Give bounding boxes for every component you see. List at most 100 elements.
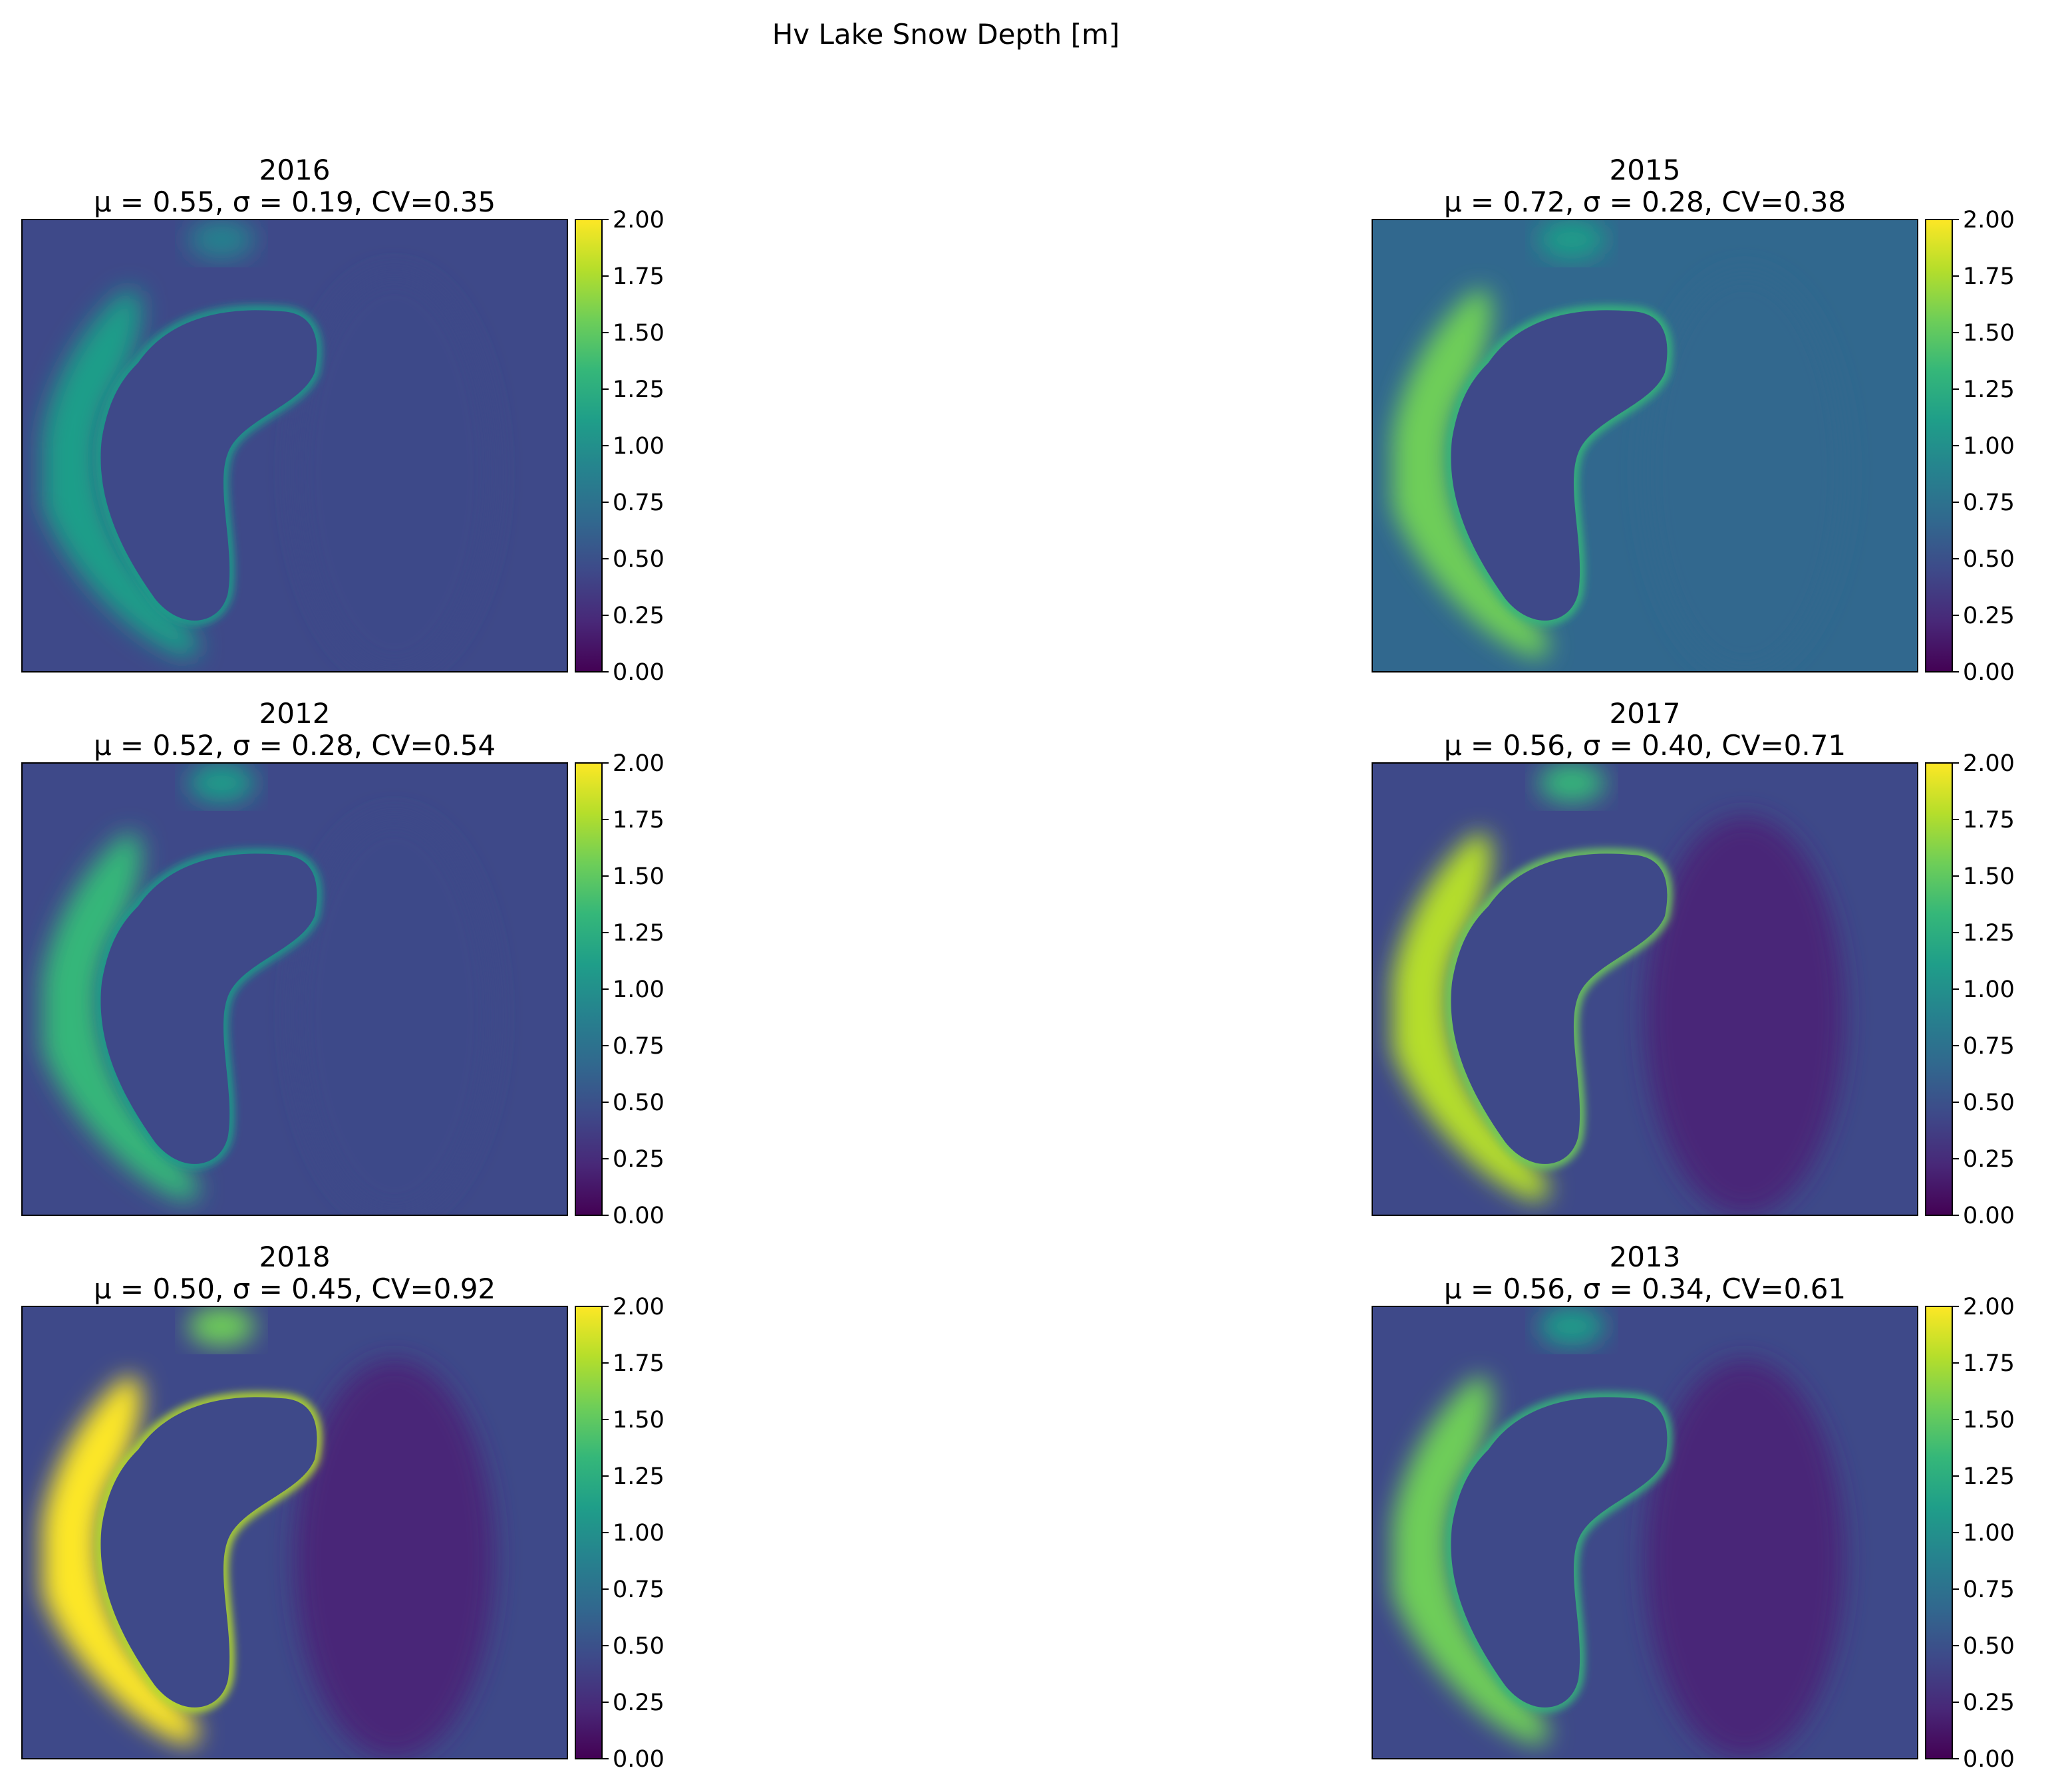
heatmap-north-drift — [1539, 220, 1605, 259]
colorbar-gradient — [1925, 219, 1953, 672]
colorbar-tick-label: 1.00 — [613, 1520, 664, 1547]
panel-year-title: 2012 — [259, 697, 331, 730]
colorbar-tick-label: 1.50 — [613, 1407, 664, 1433]
panel-frame — [21, 219, 568, 672]
colorbar: 0.00 0.25 0.50 0.75 1.00 1.25 1.50 1.75 2.00 — [575, 750, 664, 1229]
colorbar-tick-label: 1.25 — [1963, 376, 2015, 403]
colorbar-tick-label: 0.50 — [1963, 1090, 2015, 1116]
panel-year-title: 2015 — [1610, 154, 1681, 186]
colorbar-tick-label: 2.00 — [613, 750, 664, 777]
colorbar-tick-label: 1.75 — [613, 807, 664, 833]
panel-stats-title: μ = 0.50, σ = 0.45, CV=0.92 — [94, 1272, 496, 1305]
colorbar-tick-label: 1.75 — [613, 263, 664, 290]
colorbar-gradient — [1925, 762, 1953, 1216]
heatmap-lake-interior — [1451, 853, 1668, 1164]
colorbar-tick-label: 1.25 — [613, 1463, 664, 1490]
heatmap-image — [22, 1306, 567, 1759]
heatmap-east-band — [1645, 273, 1844, 672]
colorbar-tick-label: 0.75 — [613, 490, 664, 516]
colorbar-tick-label: 0.00 — [613, 659, 664, 686]
heatmap-north-drift — [188, 1306, 255, 1346]
heatmap-image — [1372, 220, 1918, 672]
colorbar-tick-label: 1.75 — [1963, 263, 2015, 290]
panel-frame — [21, 762, 568, 1216]
colorbar-tick-label: 2.00 — [1963, 750, 2015, 777]
panel-stats-title: μ = 0.56, σ = 0.34, CV=0.61 — [1444, 1272, 1846, 1305]
heatmap-lake-interior — [1451, 1397, 1668, 1708]
heatmap-lake-interior — [100, 1397, 317, 1708]
panel-stats-title: μ = 0.72, σ = 0.28, CV=0.38 — [1444, 186, 1846, 218]
heatmap-east-band — [295, 1360, 494, 1759]
colorbar-tick-label: 1.25 — [613, 920, 664, 947]
colorbar-tick-label: 1.00 — [1963, 1520, 2015, 1547]
colorbar-tick-label: 1.00 — [1963, 976, 2015, 1003]
colorbar: 0.00 0.25 0.50 0.75 1.00 1.25 1.50 1.75 2.00 — [1925, 207, 2015, 686]
colorbar-tick-label: 1.00 — [613, 976, 664, 1003]
colorbar-tick-label: 0.00 — [1963, 1746, 2015, 1773]
heatmap-ridge — [42, 833, 199, 1202]
colorbar-gradient — [1925, 1306, 1953, 1759]
heatmap-lake-interior — [100, 310, 317, 621]
heatmap-east-band — [1645, 1360, 1844, 1759]
colorbar-gradient — [575, 762, 603, 1216]
colorbar-tick-label: 1.25 — [613, 376, 664, 403]
colorbar-tick-label: 0.00 — [1963, 1203, 2015, 1229]
colorbar-tick-label: 0.50 — [1963, 546, 2015, 573]
colorbar: 0.00 0.25 0.50 0.75 1.00 1.25 1.50 1.75 2.00 — [575, 207, 664, 686]
heatmap-image — [1372, 1306, 1918, 1759]
panel-frame — [1372, 762, 1918, 1216]
colorbar-tick-label: 0.50 — [1963, 1633, 2015, 1660]
panel-stats-title: μ = 0.55, σ = 0.19, CV=0.35 — [94, 186, 496, 218]
colorbar-tick-label: 1.50 — [613, 863, 664, 890]
heatmap-ridge — [1392, 833, 1549, 1202]
colorbar-tick-label: 0.75 — [1963, 490, 2015, 516]
colorbar-tick-label: 0.50 — [613, 1633, 664, 1660]
colorbar-tick-label: 0.25 — [1963, 1146, 2015, 1173]
heatmap-ridge — [42, 289, 199, 659]
panel-year-title: 2016 — [259, 154, 331, 186]
panel-stats-title: μ = 0.56, σ = 0.40, CV=0.71 — [1444, 729, 1846, 762]
colorbar-tick-label: 1.50 — [1963, 863, 2015, 890]
panel-year-title: 2017 — [1610, 697, 1681, 730]
colorbar-tick-label: 0.25 — [1963, 603, 2015, 629]
heatmap-image — [1372, 763, 1918, 1215]
heatmap-lake-interior — [100, 853, 317, 1164]
colorbar-tick-label: 0.50 — [613, 1090, 664, 1116]
panel-frame — [1372, 1306, 1918, 1759]
panel-stats-title: μ = 0.52, σ = 0.28, CV=0.54 — [94, 729, 496, 762]
colorbar: 0.00 0.25 0.50 0.75 1.00 1.25 1.50 1.75 2.00 — [575, 1294, 664, 1773]
colorbar-tick-label: 1.25 — [1963, 920, 2015, 947]
colorbar-tick-label: 1.00 — [1963, 433, 2015, 460]
colorbar-tick-label: 0.00 — [1963, 659, 2015, 686]
colorbar-tick-label: 1.50 — [1963, 1407, 2015, 1433]
colorbar: 0.00 0.25 0.50 0.75 1.00 1.25 1.50 1.75 2.00 — [1925, 1294, 2015, 1773]
heatmap-east-band — [1645, 816, 1844, 1215]
colorbar-gradient — [575, 1306, 603, 1759]
colorbar-tick-label: 1.75 — [1963, 807, 2015, 833]
panel-year-title: 2018 — [259, 1241, 331, 1273]
colorbar-tick-label: 2.00 — [1963, 1294, 2015, 1320]
heatmap-ridge — [42, 1376, 199, 1745]
colorbar-tick-label: 0.75 — [613, 1576, 664, 1603]
heatmap-east-band — [295, 273, 494, 672]
colorbar-tick-label: 1.75 — [613, 1350, 664, 1377]
colorbar-tick-label: 0.75 — [1963, 1033, 2015, 1060]
heatmap-north-drift — [188, 220, 255, 259]
heatmap-north-drift — [1539, 763, 1605, 803]
heatmap-ridge — [1392, 1376, 1549, 1745]
colorbar-tick-label: 2.00 — [1963, 207, 2015, 233]
colorbar-tick-label: 2.00 — [613, 1294, 664, 1320]
heatmap-north-drift — [1539, 1306, 1605, 1346]
colorbar-tick-label: 0.00 — [613, 1203, 664, 1229]
heatmap-image — [22, 220, 567, 672]
heatmap-lake-interior — [1451, 310, 1668, 621]
colorbar-tick-label: 0.25 — [613, 603, 664, 629]
colorbar: 0.00 0.25 0.50 0.75 1.00 1.25 1.50 1.75 2.00 — [1925, 750, 2015, 1229]
panel-frame — [1372, 219, 1918, 672]
colorbar-tick-label: 0.25 — [1963, 1690, 2015, 1716]
colorbar-tick-label: 0.25 — [613, 1146, 664, 1173]
colorbar-tick-label: 1.50 — [1963, 320, 2015, 347]
